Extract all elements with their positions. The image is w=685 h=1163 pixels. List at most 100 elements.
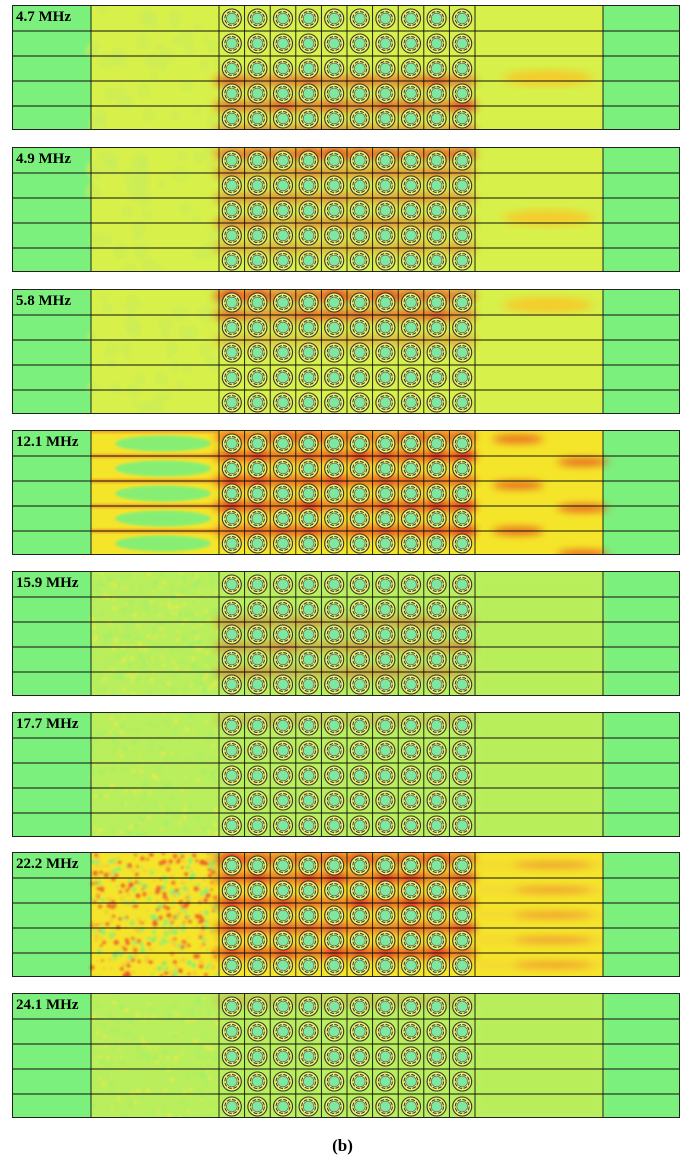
resonator-cell	[426, 533, 447, 554]
resonator-cell	[452, 765, 473, 786]
resonator-cell	[221, 996, 242, 1017]
resonator-cell	[452, 955, 473, 976]
resonator-cell	[349, 1096, 370, 1117]
field-map	[13, 572, 679, 695]
resonator-cell	[298, 225, 319, 246]
resonator-cell	[452, 433, 473, 454]
resonator-cell	[221, 483, 242, 504]
resonator-cell	[272, 342, 294, 363]
resonator-cell	[426, 815, 447, 836]
resonator-cell	[324, 83, 345, 104]
resonator-cell	[324, 649, 345, 670]
resonator-cell	[324, 740, 345, 761]
resonator-cell	[324, 955, 345, 976]
resonator-cell	[324, 815, 345, 836]
resonator-cell	[221, 58, 242, 79]
inlet-region	[13, 572, 91, 695]
resonator-cell	[349, 740, 370, 761]
resonator-cell	[247, 483, 268, 504]
resonator-cell	[426, 108, 447, 129]
resonator-cell	[452, 458, 473, 479]
resonator-cell	[221, 815, 242, 836]
resonator-cell	[349, 855, 370, 876]
resonator-cell	[272, 225, 294, 246]
outlet-region	[603, 853, 679, 976]
resonator-array	[221, 8, 473, 129]
resonator-cell	[375, 392, 396, 413]
resonator-cell	[272, 367, 294, 388]
field-panel: 17.7 MHz	[12, 712, 680, 837]
resonator-cell	[400, 200, 422, 221]
resonator-array	[221, 996, 473, 1117]
resonator-cell	[452, 108, 473, 129]
resonator-cell	[324, 930, 345, 951]
resonator-cell	[452, 815, 473, 836]
resonator-cell	[272, 1096, 294, 1117]
resonator-cell	[349, 905, 370, 926]
resonator-cell	[349, 649, 370, 670]
resonator-cell	[375, 765, 396, 786]
resonator-cell	[349, 292, 370, 313]
lattice-grid	[13, 290, 679, 413]
resonator-array	[221, 574, 473, 695]
resonator-cell	[349, 880, 370, 901]
resonator-cell	[400, 815, 422, 836]
resonator-cell	[247, 225, 268, 246]
resonator-cell	[349, 392, 370, 413]
resonator-cell	[452, 855, 473, 876]
resonator-cell	[375, 433, 396, 454]
resonator-cell	[400, 108, 422, 129]
resonator-cell	[400, 930, 422, 951]
resonator-cell	[298, 1096, 319, 1117]
resonator-cell	[452, 574, 473, 595]
resonator-cell	[426, 225, 447, 246]
resonator-cell	[452, 996, 473, 1017]
resonator-cell	[221, 225, 242, 246]
resonator-cell	[349, 367, 370, 388]
resonator-cell	[272, 317, 294, 338]
resonator-cell	[375, 367, 396, 388]
resonator-cell	[349, 342, 370, 363]
resonator-cell	[247, 433, 268, 454]
resonator-cell	[272, 715, 294, 736]
resonator-cell	[426, 433, 447, 454]
resonator-cell	[400, 1071, 422, 1092]
resonator-cell	[298, 649, 319, 670]
resonator-cell	[452, 1096, 473, 1117]
resonator-cell	[400, 715, 422, 736]
frequency-label: 12.1 MHz	[16, 434, 79, 450]
resonator-cell	[298, 33, 319, 54]
resonator-cell	[221, 1096, 242, 1117]
outlet-region	[603, 431, 679, 554]
resonator-cell	[400, 674, 422, 695]
resonator-cell	[272, 905, 294, 926]
resonator-cell	[247, 815, 268, 836]
resonator-cell	[221, 905, 242, 926]
resonator-cell	[400, 392, 422, 413]
inlet-field-texture	[89, 853, 221, 976]
field-panel: 12.1 MHz	[12, 430, 680, 555]
resonator-cell	[349, 930, 370, 951]
resonator-cell	[426, 740, 447, 761]
resonator-cell	[324, 483, 345, 504]
resonator-cell	[221, 855, 242, 876]
resonator-cell	[221, 674, 242, 695]
resonator-cell	[400, 1046, 422, 1067]
resonator-cell	[221, 150, 242, 171]
resonator-cell	[426, 574, 447, 595]
resonator-cell	[375, 508, 396, 529]
resonator-cell	[375, 292, 396, 313]
frequency-label: 17.7 MHz	[16, 716, 79, 732]
resonator-cell	[298, 880, 319, 901]
resonator-cell	[324, 250, 345, 271]
resonator-cell	[324, 392, 345, 413]
resonator-array	[221, 292, 473, 413]
resonator-cell	[221, 880, 242, 901]
resonator-array	[221, 150, 473, 271]
resonator-cell	[298, 458, 319, 479]
field-panel: 22.2 MHz	[12, 852, 680, 977]
resonator-cell	[400, 8, 422, 29]
resonator-cell	[426, 599, 447, 620]
resonator-cell	[426, 1021, 447, 1042]
resonator-cell	[221, 367, 242, 388]
